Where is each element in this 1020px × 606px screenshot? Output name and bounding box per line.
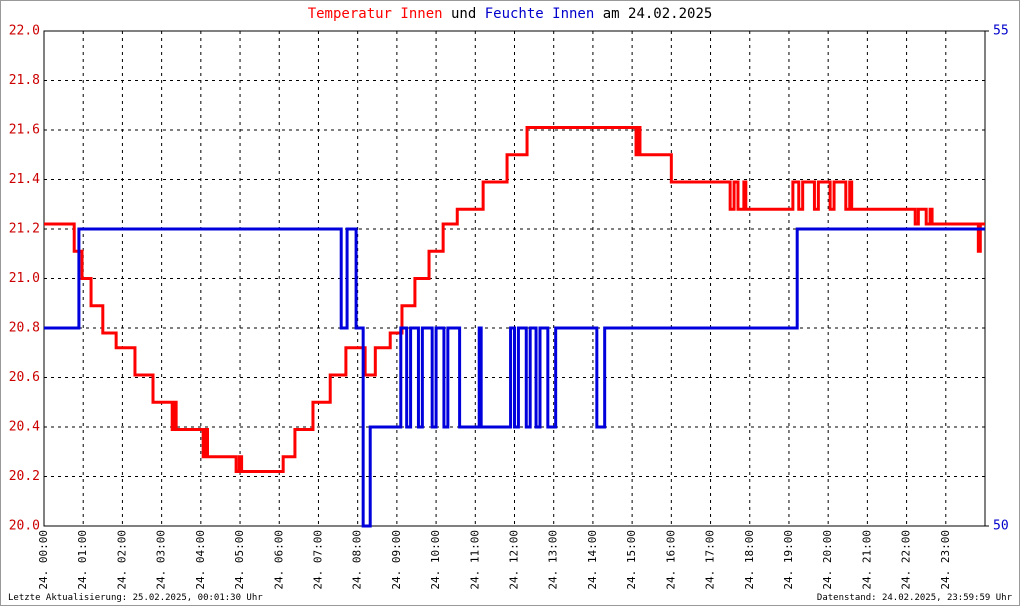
title-part: Temperatur Innen (308, 6, 443, 22)
x-tick-label: 24. 11:00 (468, 530, 481, 590)
x-tick-label: 24. 01:00 (76, 530, 89, 590)
y-tick-label: 20.4 (9, 420, 40, 435)
x-tick-label: 24. 10:00 (429, 530, 442, 590)
y-tick-label: 21.2 (9, 222, 40, 237)
footer-right: Datenstand: 24.02.2025, 23:59:59 Uhr (817, 593, 1013, 603)
x-tick-label: 24. 13:00 (547, 530, 560, 590)
chart-title: Temperatur Innen und Feuchte Innen am 24… (308, 6, 713, 22)
x-tick-label: 24. 18:00 (743, 530, 756, 590)
x-tick-label: 24. 16:00 (664, 530, 677, 590)
y-tick-label: 22.0 (9, 24, 40, 39)
x-tick-label: 24. 20:00 (821, 530, 834, 590)
y-tick-label: 21.8 (9, 73, 40, 88)
y2-tick-label: 50 (993, 519, 1009, 534)
y-tick-label: 21.0 (9, 271, 40, 286)
y2-tick-label: 55 (993, 24, 1009, 39)
x-tick-label: 24. 22:00 (900, 530, 913, 590)
y-tick-label: 21.4 (9, 172, 40, 187)
y-tick-label: 20.6 (9, 370, 40, 385)
x-tick-label: 24. 19:00 (782, 530, 795, 590)
x-tick-label: 24. 15:00 (625, 530, 638, 590)
title-part: Feuchte Innen (485, 6, 595, 22)
x-tick-label: 24. 00:00 (37, 530, 50, 590)
x-tick-label: 24. 12:00 (508, 530, 521, 590)
y-tick-label: 20.8 (9, 321, 40, 336)
x-tick-label: 24. 09:00 (390, 530, 403, 590)
x-tick-label: 24. 23:00 (939, 530, 952, 590)
x-tick-label: 24. 06:00 (272, 530, 285, 590)
x-tick-label: 24. 03:00 (155, 530, 168, 590)
title-part: und (451, 6, 476, 22)
x-tick-label: 24. 17:00 (704, 530, 717, 590)
x-tick-label: 24. 21:00 (860, 530, 873, 590)
x-tick-label: 24. 07:00 (311, 530, 324, 590)
data-line (44, 126, 985, 474)
x-tick-label: 24. 04:00 (194, 530, 207, 590)
y-tick-label: 21.6 (9, 123, 40, 138)
title-part: am 24.02.2025 (603, 6, 713, 22)
x-tick-label: 24. 05:00 (233, 530, 246, 590)
x-tick-label: 24. 02:00 (115, 530, 128, 590)
footer-left: Letzte Aktualisierung: 25.02.2025, 00:01… (8, 593, 263, 603)
plot-area (43, 30, 986, 527)
x-tick-label: 24. 14:00 (586, 530, 599, 590)
y-tick-label: 20.2 (9, 469, 40, 484)
x-tick-label: 24. 08:00 (351, 530, 364, 590)
data-line (44, 227, 985, 528)
y-tick-label: 20.0 (9, 519, 40, 534)
